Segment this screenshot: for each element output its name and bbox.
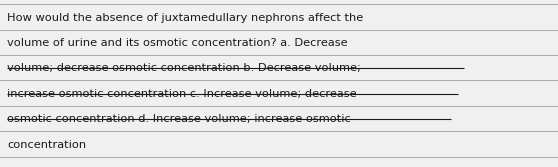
- Text: volume of urine and its osmotic concentration? a. Decrease: volume of urine and its osmotic concentr…: [7, 38, 348, 48]
- Text: osmotic concentration d. Increase volume; increase osmotic: osmotic concentration d. Increase volume…: [7, 114, 351, 124]
- Text: volume; decrease osmotic concentration b. Decrease volume;: volume; decrease osmotic concentration b…: [7, 63, 361, 73]
- Text: How would the absence of juxtamedullary nephrons affect the: How would the absence of juxtamedullary …: [7, 13, 363, 23]
- Text: increase osmotic concentration c. Increase volume; decrease: increase osmotic concentration c. Increa…: [7, 89, 357, 99]
- Text: concentration: concentration: [7, 140, 86, 150]
